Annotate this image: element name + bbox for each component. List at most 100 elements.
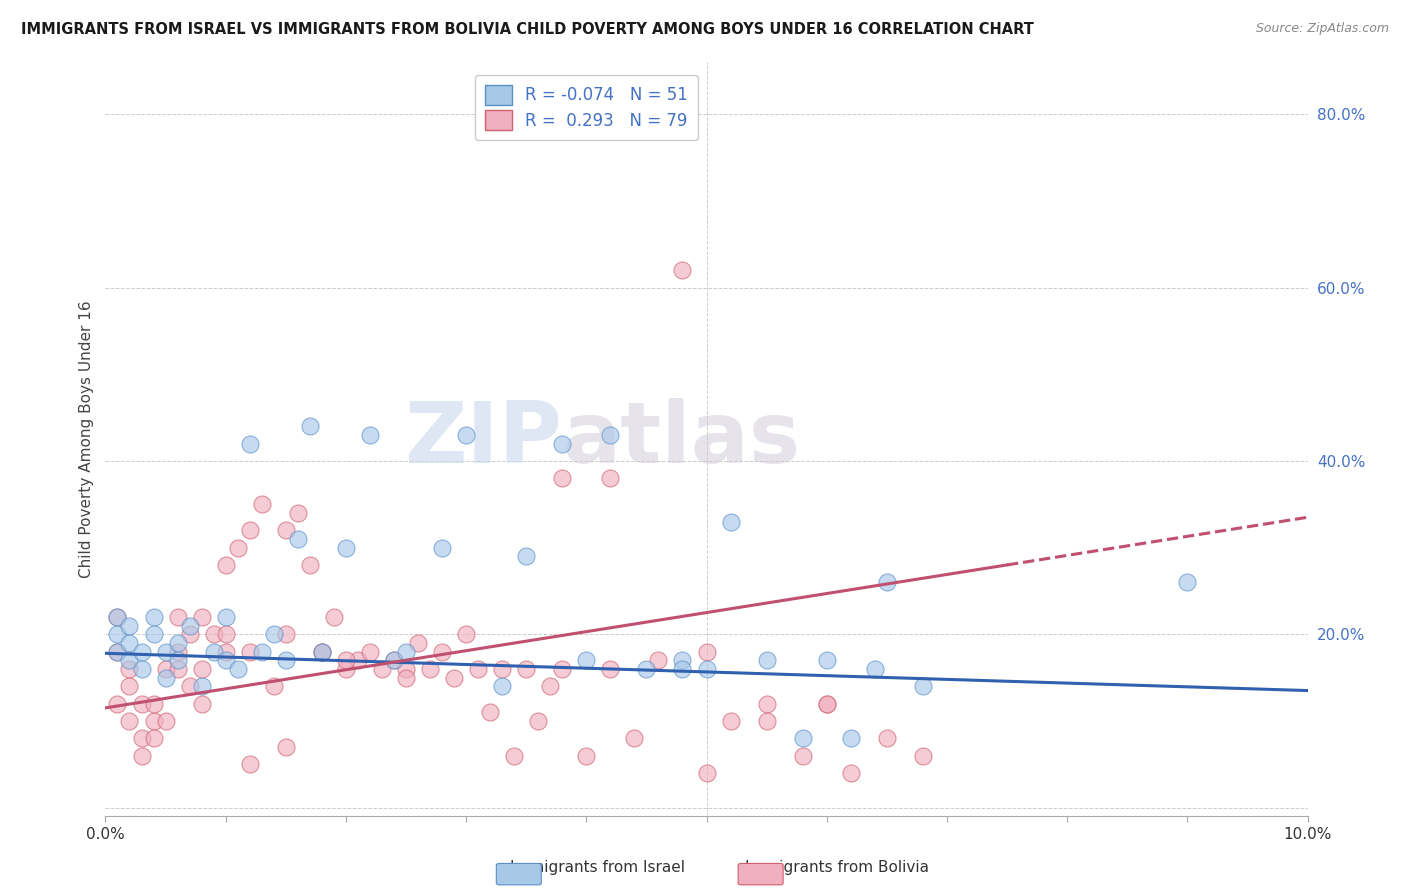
Point xyxy=(671,662,693,676)
Point xyxy=(155,671,177,685)
Point xyxy=(527,714,550,728)
Point xyxy=(454,627,477,641)
Point xyxy=(599,428,621,442)
Point xyxy=(179,618,201,632)
Point xyxy=(911,748,934,763)
Point xyxy=(274,653,297,667)
Point xyxy=(443,671,465,685)
Point xyxy=(419,662,441,676)
Point xyxy=(876,731,898,746)
Point xyxy=(720,515,742,529)
Point xyxy=(118,618,141,632)
Point xyxy=(359,428,381,442)
Point xyxy=(263,679,285,693)
Point xyxy=(250,644,273,658)
Y-axis label: Child Poverty Among Boys Under 16: Child Poverty Among Boys Under 16 xyxy=(79,301,94,578)
Point xyxy=(298,419,321,434)
Point xyxy=(118,653,141,667)
Point xyxy=(142,731,165,746)
Point xyxy=(1175,575,1198,590)
Point xyxy=(214,610,236,624)
Point xyxy=(107,697,129,711)
Point xyxy=(696,662,718,676)
Point xyxy=(371,662,394,676)
Point xyxy=(155,714,177,728)
Point xyxy=(239,436,262,450)
Point xyxy=(118,679,141,693)
Point xyxy=(250,497,273,511)
Point xyxy=(479,705,502,719)
Point xyxy=(190,697,212,711)
Point xyxy=(347,653,370,667)
Text: ZIP: ZIP xyxy=(405,398,562,481)
Point xyxy=(166,636,188,650)
Point xyxy=(107,644,129,658)
Point xyxy=(359,644,381,658)
Point xyxy=(755,714,778,728)
Point xyxy=(131,662,153,676)
Point xyxy=(623,731,645,746)
Point xyxy=(755,653,778,667)
Text: IMMIGRANTS FROM ISRAEL VS IMMIGRANTS FROM BOLIVIA CHILD POVERTY AMONG BOYS UNDER: IMMIGRANTS FROM ISRAEL VS IMMIGRANTS FRO… xyxy=(21,22,1033,37)
Point xyxy=(335,653,357,667)
Point xyxy=(430,541,453,555)
Point xyxy=(335,541,357,555)
Point xyxy=(118,636,141,650)
Legend: R = -0.074   N = 51, R =  0.293   N = 79: R = -0.074 N = 51, R = 0.293 N = 79 xyxy=(475,75,697,140)
Point xyxy=(287,506,309,520)
Point xyxy=(406,636,429,650)
Point xyxy=(131,644,153,658)
Point xyxy=(382,653,405,667)
Point xyxy=(792,731,814,746)
Text: Immigrants from Bolivia: Immigrants from Bolivia xyxy=(745,861,928,875)
Point xyxy=(190,610,212,624)
Point xyxy=(515,662,537,676)
Point xyxy=(395,662,418,676)
Point xyxy=(599,471,621,485)
Point xyxy=(214,644,236,658)
Point xyxy=(107,644,129,658)
Point xyxy=(226,541,249,555)
Point xyxy=(311,644,333,658)
Point xyxy=(274,739,297,754)
Point xyxy=(107,610,129,624)
Point xyxy=(815,653,838,667)
Point xyxy=(815,697,838,711)
Point xyxy=(839,731,862,746)
Point xyxy=(696,765,718,780)
Point xyxy=(395,671,418,685)
Point xyxy=(107,610,129,624)
Point xyxy=(551,662,574,676)
Point xyxy=(118,714,141,728)
Point xyxy=(876,575,898,590)
Point xyxy=(911,679,934,693)
Text: Immigrants from Israel: Immigrants from Israel xyxy=(510,861,685,875)
Point xyxy=(599,662,621,676)
Point xyxy=(239,757,262,772)
Point xyxy=(142,610,165,624)
Point xyxy=(190,662,212,676)
Point xyxy=(131,731,153,746)
Point xyxy=(430,644,453,658)
Point xyxy=(671,263,693,277)
Point xyxy=(395,644,418,658)
Point xyxy=(179,627,201,641)
Point xyxy=(792,748,814,763)
Point xyxy=(755,697,778,711)
Point xyxy=(155,662,177,676)
Point xyxy=(503,748,526,763)
Point xyxy=(311,644,333,658)
Point xyxy=(839,765,862,780)
Point xyxy=(467,662,489,676)
Point xyxy=(815,697,838,711)
Point xyxy=(263,627,285,641)
Point xyxy=(720,714,742,728)
Point xyxy=(190,679,212,693)
Point xyxy=(226,662,249,676)
Point xyxy=(239,644,262,658)
Point xyxy=(155,644,177,658)
Point xyxy=(491,679,513,693)
Point xyxy=(551,436,574,450)
Point xyxy=(118,662,141,676)
Point xyxy=(551,471,574,485)
